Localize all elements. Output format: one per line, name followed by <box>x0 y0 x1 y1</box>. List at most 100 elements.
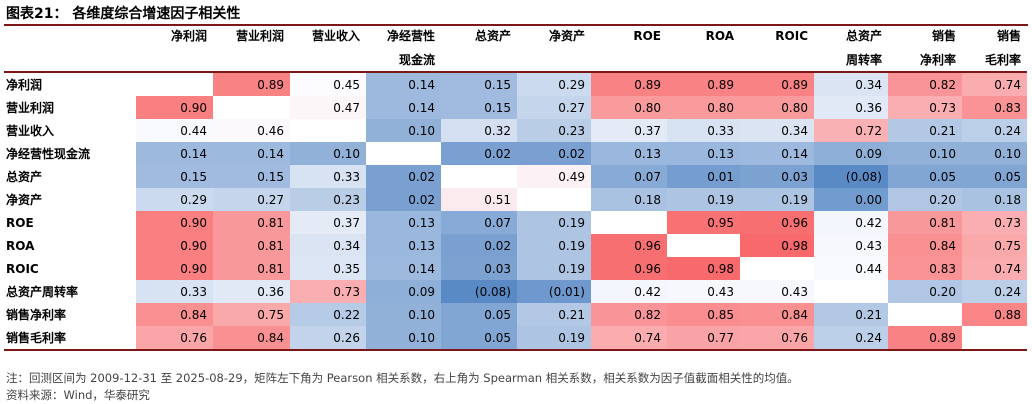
row-label: ROIC <box>6 261 39 276</box>
correlation-cell: 0.89 <box>888 326 962 350</box>
correlation-cell: 0.43 <box>740 280 814 303</box>
correlation-cell: 0.24 <box>962 119 1027 142</box>
correlation-cell: 0.19 <box>517 234 591 257</box>
correlation-cell: 0.84 <box>740 303 814 326</box>
correlation-cell: 0.74 <box>962 72 1027 96</box>
correlation-cell: 0.23 <box>290 188 366 211</box>
correlation-cell: 0.34 <box>290 234 366 257</box>
corner-cell <box>4 47 136 72</box>
footnote: 注：回测区间为 2009-12-31 至 2025-08-29，矩阵左下角为 P… <box>6 371 799 385</box>
correlation-cell: 0.42 <box>814 211 888 234</box>
correlation-cell: (0.08) <box>441 280 517 303</box>
correlation-cell <box>591 211 667 234</box>
col-header-line2 <box>136 47 213 72</box>
table-row: 净资产 0.29 0.27 0.23 0.02 0.51 0.18 0.19 0.19 0.00 0… <box>4 188 1027 211</box>
col-header-line2 <box>517 47 591 72</box>
row-label: ROA <box>6 238 35 253</box>
col-header: 销售 <box>931 29 956 43</box>
correlation-cell: 0.74 <box>962 257 1027 280</box>
correlation-cell: 0.10 <box>290 142 366 165</box>
correlation-cell: 0.73 <box>888 96 962 119</box>
row-label: 净经营性现金流 <box>6 147 91 161</box>
correlation-cell: 0.49 <box>517 165 591 188</box>
correlation-cell <box>814 280 888 303</box>
table-row: 净利润 0.89 0.45 0.14 0.15 0.29 0.89 0.89 0.89 0.34 0… <box>4 72 1027 96</box>
table-row: 营业收入 0.44 0.46 0.10 0.32 0.23 0.37 0.33 0.34 0.72… <box>4 119 1027 142</box>
correlation-cell: 0.83 <box>888 257 962 280</box>
correlation-cell: 0.84 <box>888 234 962 257</box>
correlation-cell: 0.09 <box>366 280 441 303</box>
correlation-cell: 0.81 <box>213 234 290 257</box>
correlation-cell: 0.21 <box>814 303 888 326</box>
correlation-cell: 0.10 <box>962 142 1027 165</box>
correlation-cell: 0.33 <box>667 119 740 142</box>
col-header: 净利润 <box>170 29 207 43</box>
figure-title: 图表21： 各维度综合增速因子相关性 <box>6 6 241 22</box>
correlation-cell: 0.24 <box>962 280 1027 303</box>
correlation-cell: 0.05 <box>888 165 962 188</box>
correlation-cell: 0.13 <box>366 234 441 257</box>
correlation-cell: 0.73 <box>290 280 366 303</box>
correlation-cell: 0.00 <box>814 188 888 211</box>
col-header-line2 <box>213 47 290 72</box>
correlation-cell: 0.02 <box>517 142 591 165</box>
correlation-cell: 0.90 <box>136 96 213 119</box>
correlation-cell: 0.19 <box>517 211 591 234</box>
correlation-cell: 0.95 <box>667 211 740 234</box>
correlation-cell: 0.15 <box>441 72 517 96</box>
row-label: 总资产周转率 <box>6 285 79 299</box>
col-header-line2: 周转率 <box>845 52 882 67</box>
corner-cell <box>4 24 136 47</box>
correlation-cell: 0.18 <box>591 188 667 211</box>
correlation-cell: 0.44 <box>814 257 888 280</box>
correlation-cell: 0.09 <box>814 142 888 165</box>
col-header: 净经营性 <box>386 29 435 43</box>
correlation-cell: 0.76 <box>136 326 213 350</box>
correlation-cell <box>517 188 591 211</box>
correlation-cell: 0.84 <box>136 303 213 326</box>
correlation-cell <box>962 326 1027 350</box>
correlation-cell: 0.36 <box>213 280 290 303</box>
correlation-cell: 0.26 <box>290 326 366 350</box>
col-header: ROIC <box>775 28 808 43</box>
correlation-cell: 0.81 <box>213 211 290 234</box>
table-row: 销售净利率 0.84 0.75 0.22 0.10 0.05 0.21 0.82 0.85 0.8… <box>4 303 1027 326</box>
correlation-cell <box>136 72 213 96</box>
table-row: ROA 0.90 0.81 0.34 0.13 0.02 0.19 0.96 0.98 0.43 0… <box>4 234 1027 257</box>
row-label: 净资产 <box>6 193 43 207</box>
correlation-cell: 0.15 <box>441 96 517 119</box>
col-header: ROA <box>705 28 734 43</box>
correlation-cell: 0.15 <box>213 165 290 188</box>
correlation-cell: 0.96 <box>591 257 667 280</box>
col-header: 净资产 <box>548 29 585 43</box>
col-header: ROE <box>633 28 661 43</box>
correlation-cell: 0.14 <box>740 142 814 165</box>
header-row-1: 净利润 营业利润 营业收入 净经营性 总资产 净资产 ROE ROA ROIC … <box>4 24 1027 47</box>
col-header-line2 <box>667 47 740 72</box>
col-header-line2: 毛利率 <box>984 52 1021 67</box>
correlation-cell: 0.27 <box>517 96 591 119</box>
table-row: 营业利润 0.90 0.47 0.14 0.15 0.27 0.80 0.80 0.80 0.36… <box>4 96 1027 119</box>
correlation-cell: 0.02 <box>441 234 517 257</box>
table-row: ROE 0.90 0.81 0.37 0.13 0.07 0.19 0.95 0.96 0.42 0… <box>4 211 1027 234</box>
correlation-cell: 0.90 <box>136 257 213 280</box>
correlation-cell: 0.82 <box>888 72 962 96</box>
table-row: 净经营性现金流 0.14 0.14 0.10 0.02 0.02 0.13 0.13 0.14 0… <box>4 142 1027 165</box>
correlation-cell: 0.15 <box>136 165 213 188</box>
correlation-cell: 0.34 <box>740 119 814 142</box>
correlation-cell: 0.13 <box>591 142 667 165</box>
col-header-line2 <box>740 47 814 72</box>
correlation-cell: 0.80 <box>667 96 740 119</box>
correlation-cell <box>888 303 962 326</box>
correlation-cell: 0.89 <box>740 72 814 96</box>
row-label: 净利润 <box>6 78 43 92</box>
correlation-cell: 0.27 <box>213 188 290 211</box>
col-header: 营业利润 <box>235 29 284 43</box>
correlation-cell: 0.36 <box>814 96 888 119</box>
correlation-cell: 0.80 <box>591 96 667 119</box>
correlation-cell: 0.80 <box>740 96 814 119</box>
correlation-cell <box>290 119 366 142</box>
correlation-cell: (0.08) <box>814 165 888 188</box>
correlation-cell: 0.83 <box>962 96 1027 119</box>
correlation-cell: 0.46 <box>213 119 290 142</box>
